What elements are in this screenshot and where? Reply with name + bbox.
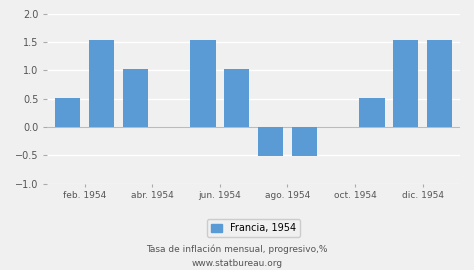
Bar [427,40,452,127]
Bar [224,69,249,127]
Text: Tasa de inflación mensual, progresivo,%: Tasa de inflación mensual, progresivo,% [146,245,328,255]
Bar [393,40,419,127]
Bar [190,40,216,127]
Legend: Francia, 1954: Francia, 1954 [207,219,300,237]
Bar [359,98,384,127]
Bar [55,98,81,127]
Text: www.statbureau.org: www.statbureau.org [191,259,283,268]
Bar [123,69,148,127]
Bar [89,40,114,127]
Bar [292,127,317,156]
Bar [258,127,283,156]
